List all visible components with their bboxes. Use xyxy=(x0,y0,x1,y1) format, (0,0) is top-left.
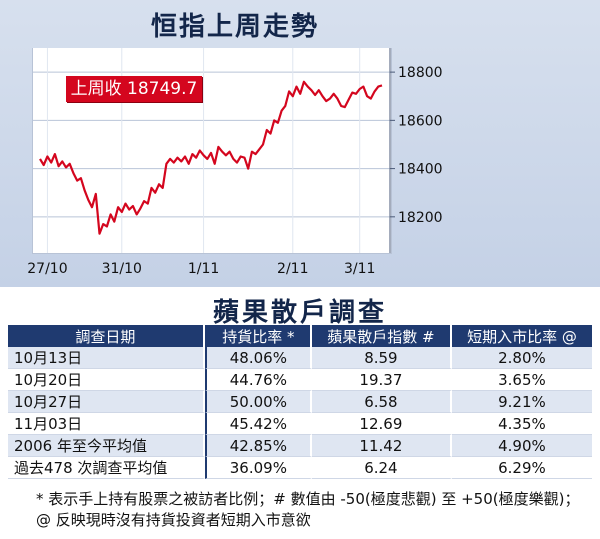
table-cell: 3.65% xyxy=(451,369,592,391)
table-cell: 4.35% xyxy=(451,413,592,435)
table-cell: 10月27日 xyxy=(8,391,205,413)
y-tick-label: 18600 xyxy=(398,113,443,129)
table-cell: 10月13日 xyxy=(8,347,205,369)
y-tick-label: 18200 xyxy=(398,210,443,226)
table-cell: 過去478 次調查平均值 xyxy=(8,457,205,479)
table-cell: 11月03日 xyxy=(8,413,205,435)
table-cell: 6.58 xyxy=(311,391,452,413)
table-cell: 4.90% xyxy=(451,435,592,457)
table-cell: 6.24 xyxy=(311,457,452,479)
table-row: 11月03日 45.42% 12.69 4.35% xyxy=(8,413,592,435)
table-cell: 45.42% xyxy=(204,413,312,435)
x-tick-label: 3/11 xyxy=(344,261,375,277)
table-cell: 44.76% xyxy=(204,369,312,391)
column-header: 持貨比率 * xyxy=(204,325,312,347)
table-row: 10月27日 50.00% 6.58 9.21% xyxy=(8,391,592,413)
survey-title: 蘋果散戶調查 xyxy=(212,298,387,328)
x-tick-label: 31/10 xyxy=(102,261,142,277)
index-line xyxy=(39,80,383,235)
table-cell: 12.69 xyxy=(311,413,452,435)
table-cell: 36.09% xyxy=(204,457,312,479)
last-close-label: 上周收 18749.7 xyxy=(66,76,202,102)
column-header: 蘋果散戶指數 # xyxy=(311,325,452,347)
table-cell: 50.00% xyxy=(204,391,312,413)
table-cell: 8.59 xyxy=(311,347,452,369)
table-cell: 9.21% xyxy=(451,391,592,413)
table-row: 過去478 次調查平均值 36.09% 6.24 6.29% xyxy=(8,457,592,479)
chart-title: 恒指上周走勢 xyxy=(150,12,319,42)
x-tick-label: 1/11 xyxy=(188,261,219,277)
y-tick-label: 18800 xyxy=(398,65,443,81)
column-header: 調查日期 xyxy=(8,325,205,347)
table-cell: 2.80% xyxy=(451,347,592,369)
table-row: 10月13日 48.06% 8.59 2.80% xyxy=(8,347,592,369)
table-cell: 2006 年至今平均值 xyxy=(8,435,205,457)
table-cell: 42.85% xyxy=(204,435,312,457)
y-tick-label: 18400 xyxy=(398,162,443,178)
table-cell: 19.37 xyxy=(311,369,452,391)
table-cell: 10月20日 xyxy=(8,369,205,391)
table-cell: 48.06% xyxy=(204,347,312,369)
line-chart: 18200 18400 18600 18800 27/10 31/10 1/11 2/11 3/… xyxy=(27,48,443,277)
table-cell: 6.29% xyxy=(451,457,592,479)
table-row: 2006 年至今平均值 42.85% 11.42 4.90% xyxy=(8,435,592,457)
x-tick-label: 27/10 xyxy=(27,261,67,277)
column-header: 短期入市比率 @ xyxy=(451,325,592,347)
table-cell: 11.42 xyxy=(311,435,452,457)
survey-table: 調查日期 持貨比率 * 蘋果散戶指數 # 短期入市比率 @ 10月13日 48.06% 8… xyxy=(8,325,592,479)
table-row: 10月20日 44.76% 19.37 3.65% xyxy=(8,369,592,391)
footnote: * 表示手上持有股票之被訪者比例；# 數值由 -50(極度悲觀) 至 +50(極… xyxy=(36,490,580,529)
x-tick-label: 2/11 xyxy=(277,261,308,277)
